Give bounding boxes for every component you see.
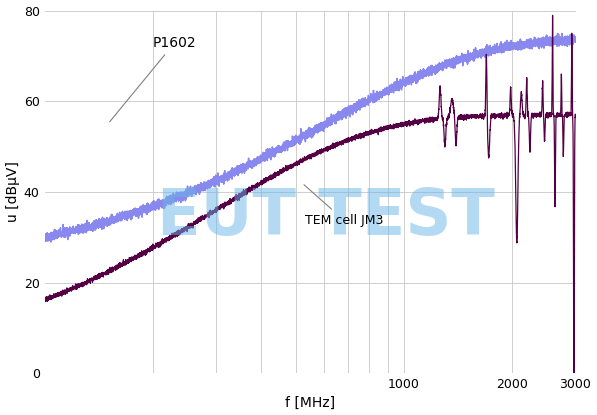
Text: P1602: P1602 (110, 36, 196, 122)
Text: EUT TEST: EUT TEST (157, 186, 495, 249)
Text: TEM cell JM3: TEM cell JM3 (304, 185, 383, 227)
Y-axis label: u [dBµV]: u [dBµV] (5, 161, 20, 222)
X-axis label: f [MHz]: f [MHz] (285, 395, 335, 410)
